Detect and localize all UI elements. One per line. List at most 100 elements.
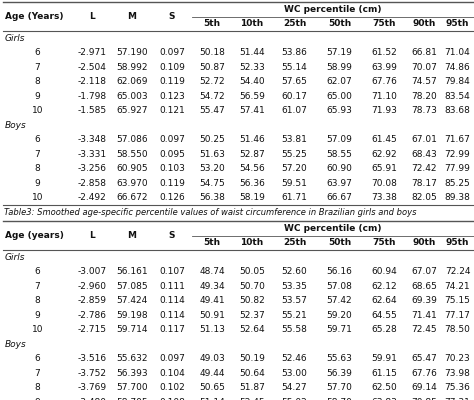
Text: Boys: Boys: [5, 340, 27, 349]
Text: 0.123: 0.123: [159, 92, 185, 101]
Text: -3.348: -3.348: [78, 135, 107, 144]
Text: 89.38: 89.38: [445, 193, 470, 202]
Text: 0.102: 0.102: [159, 383, 185, 392]
Text: 82.05: 82.05: [411, 193, 437, 202]
Text: 62.069: 62.069: [116, 77, 148, 86]
Text: 57.20: 57.20: [282, 164, 307, 173]
Text: 57.42: 57.42: [327, 296, 352, 305]
Text: 55.632: 55.632: [116, 354, 148, 363]
Text: -2.971: -2.971: [78, 48, 107, 57]
Text: -1.798: -1.798: [77, 92, 107, 101]
Text: 48.74: 48.74: [199, 267, 225, 276]
Text: 70.85: 70.85: [411, 398, 437, 400]
Text: 67.07: 67.07: [411, 267, 437, 276]
Text: 6: 6: [35, 48, 40, 57]
Text: 67.01: 67.01: [411, 135, 437, 144]
Text: 55.47: 55.47: [199, 106, 225, 115]
Text: 53.57: 53.57: [282, 296, 308, 305]
Text: Age (Years): Age (Years): [5, 12, 64, 21]
Text: 59.714: 59.714: [116, 325, 148, 334]
Text: 0.103: 0.103: [159, 164, 185, 173]
Text: 66.81: 66.81: [411, 48, 437, 57]
Text: M: M: [128, 12, 137, 21]
Text: 54.56: 54.56: [239, 164, 265, 173]
Text: 60.905: 60.905: [116, 164, 148, 173]
Text: 79.84: 79.84: [445, 77, 470, 86]
Text: 0.108: 0.108: [159, 398, 185, 400]
Text: 50.87: 50.87: [199, 63, 225, 72]
Text: 72.99: 72.99: [445, 150, 470, 159]
Text: 6: 6: [35, 354, 40, 363]
Text: -3.516: -3.516: [77, 354, 107, 363]
Text: 68.65: 68.65: [411, 282, 437, 291]
Text: 65.003: 65.003: [116, 92, 148, 101]
Text: 78.73: 78.73: [411, 106, 437, 115]
Text: 10: 10: [32, 325, 43, 334]
Text: 8: 8: [35, 164, 40, 173]
Text: 55.25: 55.25: [282, 150, 307, 159]
Text: 7: 7: [35, 63, 40, 72]
Text: 51.14: 51.14: [199, 398, 225, 400]
Text: 65.93: 65.93: [327, 106, 353, 115]
Text: 90th: 90th: [412, 238, 436, 247]
Text: 58.70: 58.70: [327, 398, 353, 400]
Text: 54.72: 54.72: [199, 92, 225, 101]
Text: 65.91: 65.91: [372, 164, 397, 173]
Text: 9: 9: [35, 92, 40, 101]
Text: 57.190: 57.190: [116, 48, 148, 57]
Text: Girls: Girls: [5, 253, 26, 262]
Text: 0.095: 0.095: [159, 150, 185, 159]
Text: 53.81: 53.81: [282, 135, 308, 144]
Text: 72.42: 72.42: [411, 164, 437, 173]
Text: 83.68: 83.68: [445, 106, 470, 115]
Bar: [3, 2, 474, 205]
Text: 6: 6: [35, 135, 40, 144]
Text: 61.07: 61.07: [282, 106, 308, 115]
Text: 78.17: 78.17: [411, 179, 437, 188]
Text: 0.097: 0.097: [159, 354, 185, 363]
Text: 57.08: 57.08: [327, 282, 353, 291]
Text: 52.46: 52.46: [282, 354, 307, 363]
Text: 57.70: 57.70: [327, 383, 353, 392]
Text: 55.63: 55.63: [327, 354, 353, 363]
Text: -3.256: -3.256: [78, 164, 107, 173]
Text: 54.75: 54.75: [199, 179, 225, 188]
Text: -2.715: -2.715: [78, 325, 107, 334]
Text: -2.504: -2.504: [78, 63, 107, 72]
Text: 71.93: 71.93: [372, 106, 397, 115]
Text: 61.71: 61.71: [282, 193, 308, 202]
Text: 74.86: 74.86: [445, 63, 470, 72]
Text: 60.90: 60.90: [327, 164, 353, 173]
Text: -3.007: -3.007: [77, 267, 107, 276]
Text: 77.99: 77.99: [445, 164, 470, 173]
Text: 67.76: 67.76: [411, 369, 437, 378]
Text: -2.492: -2.492: [78, 193, 106, 202]
Text: 55.58: 55.58: [282, 325, 308, 334]
Text: 61.52: 61.52: [372, 48, 397, 57]
Text: 54.27: 54.27: [282, 383, 307, 392]
Text: 51.13: 51.13: [199, 325, 225, 334]
Text: 49.44: 49.44: [199, 369, 225, 378]
Text: 50.82: 50.82: [239, 296, 265, 305]
Text: 71.41: 71.41: [411, 311, 437, 320]
Text: 0.119: 0.119: [159, 179, 185, 188]
Text: 58.55: 58.55: [327, 150, 353, 159]
Text: 51.46: 51.46: [239, 135, 265, 144]
Text: 69.39: 69.39: [411, 296, 437, 305]
Text: 70.07: 70.07: [411, 63, 437, 72]
Text: 65.47: 65.47: [411, 354, 437, 363]
Text: 66.672: 66.672: [116, 193, 148, 202]
Text: 0.126: 0.126: [159, 193, 185, 202]
Text: 9: 9: [35, 179, 40, 188]
Text: 62.92: 62.92: [372, 150, 397, 159]
Text: 75.36: 75.36: [445, 383, 470, 392]
Text: 90th: 90th: [412, 19, 436, 28]
Text: 50th: 50th: [328, 238, 351, 247]
Text: 95th: 95th: [446, 238, 469, 247]
Text: 73.38: 73.38: [372, 193, 397, 202]
Text: 56.59: 56.59: [239, 92, 265, 101]
Text: 10th: 10th: [240, 238, 264, 247]
Text: 66.67: 66.67: [327, 193, 353, 202]
Text: 74.21: 74.21: [445, 282, 470, 291]
Text: Age (years): Age (years): [5, 231, 64, 240]
